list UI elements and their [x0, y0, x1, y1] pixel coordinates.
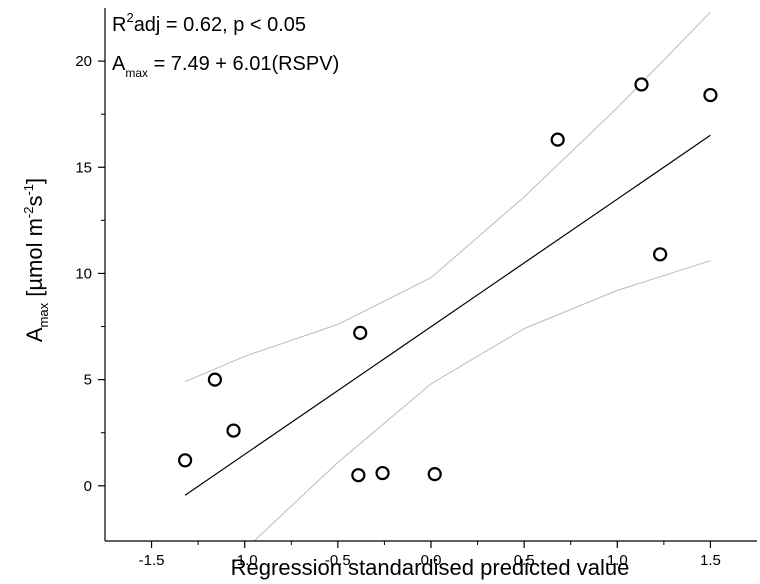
- y-axis-title: Amax [µmol m-2s-1]: [21, 178, 51, 342]
- data-point: [653, 247, 668, 262]
- data-point: [226, 423, 241, 438]
- confidence-band-upper: [184, 11, 711, 383]
- confidence-band-lower: [253, 260, 711, 542]
- x-tick-label: 1.5: [700, 552, 721, 569]
- data-point: [375, 465, 390, 481]
- x-tick-label: -0.5: [325, 552, 351, 569]
- confidence-band-layer: [184, 11, 711, 542]
- x-tick-label: -1.0: [232, 552, 258, 569]
- x-tick-label: -1.5: [139, 552, 165, 569]
- x-tick-label: 0.0: [421, 552, 442, 569]
- y-tick-label: 20: [75, 53, 92, 70]
- x-tick-label: 1.0: [607, 552, 628, 569]
- data-point: [207, 372, 223, 387]
- data-point: [703, 87, 718, 103]
- data-point: [634, 77, 649, 92]
- regression-layer: [184, 134, 711, 496]
- axes: -1.5 -1.0 -0.5 0.0 0.5 1.0 1.5 0 5 10 15 20: [75, 8, 757, 569]
- r2-annotation: R2adj = 0.62, p < 0.05: [112, 10, 306, 36]
- equation-annotation: Amax = 7.49 + 6.01(RSPV): [112, 53, 339, 80]
- x-tick-label: 0.5: [514, 552, 535, 569]
- data-point: [353, 325, 368, 340]
- y-tick-label: 15: [75, 159, 92, 176]
- data-point: [351, 468, 366, 483]
- y-tick-label: 0: [84, 478, 92, 495]
- data-points: [178, 77, 718, 483]
- data-point: [550, 132, 565, 147]
- y-tick-label: 5: [84, 372, 92, 389]
- data-point: [178, 453, 193, 468]
- data-point: [427, 467, 442, 482]
- y-tick-label: 10: [75, 265, 92, 282]
- x-axis-title: Regression standardised predicted value: [231, 555, 630, 580]
- regression-line: [184, 134, 711, 496]
